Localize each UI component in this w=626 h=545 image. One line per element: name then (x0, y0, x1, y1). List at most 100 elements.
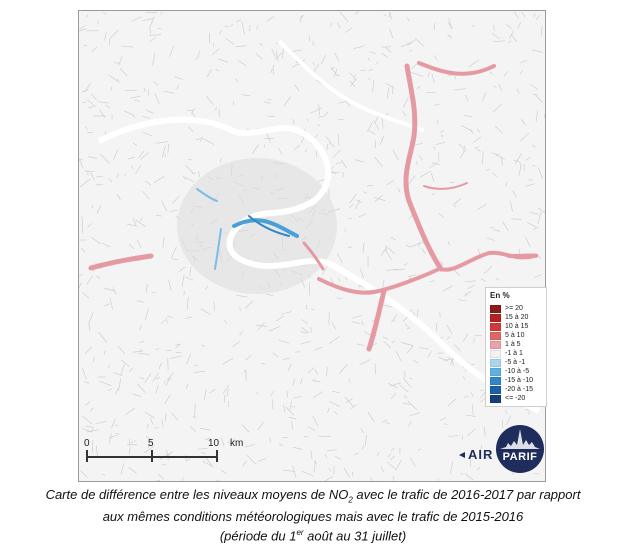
street-segment (313, 391, 324, 399)
street-segment (307, 118, 309, 122)
street-segment (128, 244, 135, 250)
street-segment (232, 341, 241, 347)
street-segment (245, 355, 252, 361)
street-segment (300, 340, 311, 345)
eiffel-skyline-icon (500, 429, 540, 449)
street-segment (311, 379, 316, 382)
street-segment (139, 340, 145, 344)
street-segment (385, 269, 398, 271)
street-segment (483, 426, 486, 437)
street-segment (537, 167, 543, 179)
street-segment (198, 170, 200, 177)
caption-line-3: (période du 1er août au 31 juillet) (219, 527, 407, 543)
street-segment (332, 149, 341, 158)
street-segment (359, 359, 371, 366)
street-segment (382, 336, 389, 340)
street-segment (493, 40, 506, 42)
street-segment (374, 194, 384, 202)
scale-tick-0 (86, 450, 88, 462)
street-segment (337, 100, 348, 104)
street-segment (124, 173, 127, 177)
street-segment (125, 407, 135, 415)
street-segment (390, 447, 395, 452)
street-segment (201, 344, 206, 347)
street-segment (139, 324, 143, 331)
street-segment (172, 195, 180, 204)
street-segment (245, 300, 254, 309)
street-segment (486, 168, 491, 171)
street-segment (239, 307, 241, 312)
street-segment (491, 32, 500, 40)
street-segment (339, 11, 349, 22)
street-segment (450, 461, 453, 474)
street-segment (131, 16, 142, 22)
street-segment (463, 396, 469, 398)
legend-swatch (490, 376, 501, 385)
street-segment (205, 462, 213, 467)
legend-label: 1 à 5 (505, 341, 521, 348)
street-segment (149, 16, 155, 27)
street-segment (206, 69, 213, 78)
street-segment (470, 392, 474, 397)
street-segment (226, 388, 229, 397)
street-segment (150, 417, 154, 425)
street-segment (513, 11, 519, 19)
street-segment (127, 223, 138, 227)
street-segment (325, 135, 331, 143)
street-segment (144, 308, 149, 321)
street-segment (391, 340, 396, 344)
street-segment (408, 49, 413, 52)
street-segment (155, 348, 160, 351)
street-segment (349, 193, 357, 204)
street-segment (244, 444, 256, 448)
street-segment (330, 66, 335, 71)
street-segment (184, 276, 194, 281)
street-segment (152, 372, 159, 382)
street-segment (116, 78, 120, 83)
street-segment (406, 345, 414, 354)
street-segment (169, 209, 178, 212)
secondary-corridor (423, 182, 468, 190)
street-segment (185, 316, 193, 319)
street-segment (474, 146, 479, 149)
street-segment (498, 83, 503, 92)
street-segment (169, 355, 183, 359)
street-segment (326, 367, 328, 377)
street-segment (353, 45, 365, 50)
street-segment (128, 466, 137, 474)
street-segment (414, 37, 425, 47)
street-segment (134, 99, 141, 102)
street-segment (97, 101, 109, 104)
street-segment (452, 204, 457, 208)
legend-item: -15 à -10 (490, 376, 542, 385)
street-segment (138, 353, 150, 355)
street-segment (413, 359, 419, 364)
street-segment (388, 12, 393, 20)
a14-corridor (88, 253, 154, 271)
street-segment (471, 25, 476, 27)
street-segment (181, 274, 185, 287)
street-segment (334, 52, 340, 62)
street-segment (132, 142, 138, 146)
street-segment (280, 311, 292, 315)
street-segment (403, 96, 409, 108)
street-segment (108, 364, 110, 369)
street-segment (465, 414, 476, 417)
street-segment (271, 48, 276, 58)
street-segment (116, 173, 120, 178)
street-segment (400, 41, 413, 48)
street-segment (331, 322, 337, 330)
street-segment (483, 265, 493, 274)
street-segment (440, 261, 444, 266)
street-segment (390, 319, 396, 323)
street-segment (241, 424, 250, 433)
legend-item: -1 à 1 (490, 349, 542, 358)
street-segment (171, 246, 177, 259)
seine-river (97, 116, 541, 414)
street-segment (373, 120, 380, 131)
street-segment (307, 426, 316, 432)
street-segment (99, 109, 106, 118)
street-segment (354, 11, 359, 15)
legend-label: -20 à -15 (505, 386, 534, 393)
legend-swatch (490, 394, 501, 403)
